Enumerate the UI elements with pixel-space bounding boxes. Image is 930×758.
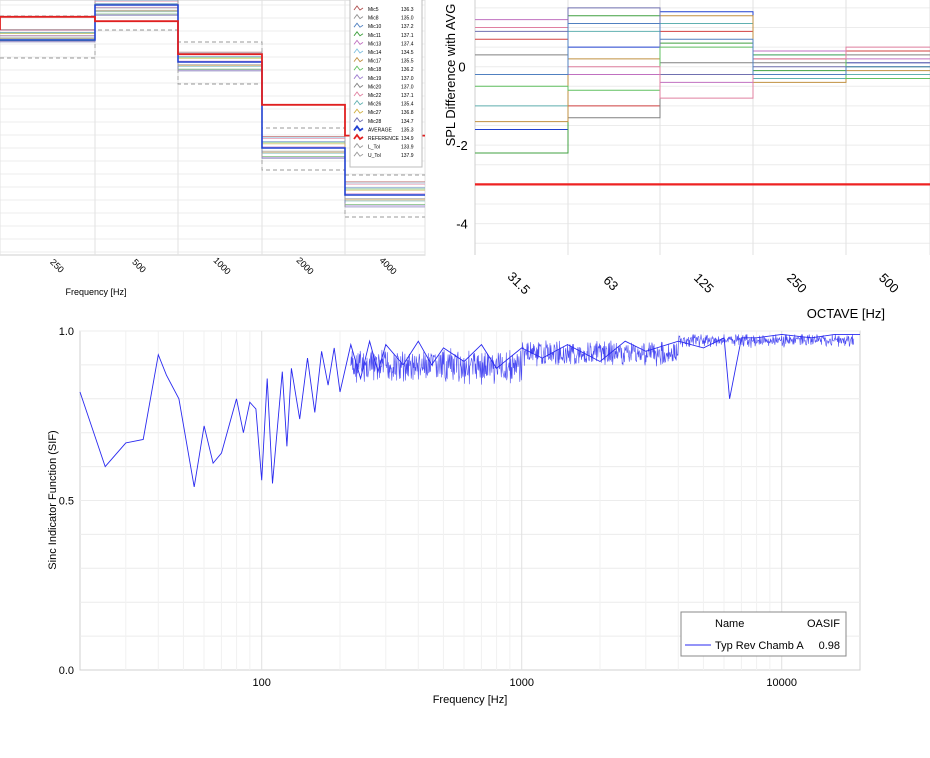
legend-label: Mic5: [368, 7, 379, 13]
y-tick-label: -4: [456, 217, 468, 232]
legend-value: 136.3: [401, 7, 414, 13]
legend-swatch: [353, 142, 364, 149]
legend-label: Mic20: [368, 84, 382, 90]
legend-swatch: [353, 133, 364, 141]
legend-value: 135.5: [401, 59, 414, 65]
legend-value: 136.2: [401, 67, 414, 73]
x-tick-label: 125: [691, 270, 717, 296]
legend-value: 0.98: [819, 640, 840, 652]
legend-value: 137.0: [401, 76, 414, 82]
x-tick-label: 500: [876, 270, 902, 296]
x-tick-label: 10000: [766, 677, 797, 689]
legend-swatch: [353, 56, 364, 63]
y-axis-title: SPL Difference with AVG: [443, 4, 458, 147]
legend-swatch: [353, 48, 364, 54]
legend-swatch: [353, 99, 364, 106]
legend-label: Mic28: [368, 119, 382, 125]
legend-swatch: [353, 65, 364, 71]
legend-label: Mic27: [368, 110, 382, 116]
legend-swatch: [353, 39, 364, 46]
legend-value: 137.4: [401, 41, 414, 47]
legend-swatch: [353, 124, 364, 132]
legend-value: 135.4: [401, 102, 414, 108]
y-axis-title: Sinc Indicator Function (SIF): [47, 430, 59, 569]
x-tick-label: 4000: [378, 255, 399, 276]
legend-header-value: OASIF: [807, 618, 840, 630]
legend-label: Mic17: [368, 59, 382, 65]
legend-value: 137.9: [401, 153, 414, 159]
legend-box: [680, 611, 847, 657]
legend-swatch: [353, 13, 364, 20]
legend-swatch: [353, 151, 364, 157]
legend-label: L_Tol: [368, 145, 380, 151]
legend-value: 134.5: [401, 50, 414, 56]
legend-value: 135.0: [401, 16, 414, 22]
tolerance-curve: [0, 29, 425, 218]
tolerance-curve: [0, 0, 425, 176]
legend-label: U_Tol: [368, 153, 381, 159]
legend-label: Typ Rev Chamb A: [715, 640, 804, 652]
x-axis-title: Frequency [Hz]: [65, 287, 126, 297]
x-tick-label: 31.5: [505, 269, 534, 298]
legend-swatch: [353, 31, 364, 37]
legend-value: 137.1: [401, 33, 414, 39]
legend-value: 135.3: [401, 127, 414, 133]
average-curve: [0, 4, 425, 196]
legend-box: [349, 0, 423, 168]
plot-area: [475, 0, 930, 255]
legend-swatch: [353, 108, 364, 114]
legend-value: 137.1: [401, 93, 414, 99]
legend-label: Mic10: [368, 24, 382, 30]
legend-label: Mic18: [368, 67, 382, 73]
x-tick-label: 500: [130, 257, 148, 275]
x-tick-label: 2000: [295, 255, 316, 276]
x-tick-label: 100: [253, 677, 271, 689]
legend-value: 136.8: [401, 110, 414, 116]
legend-label: Mic19: [368, 76, 382, 82]
legend-swatch: [353, 91, 364, 97]
y-tick-label: 1.0: [59, 326, 74, 338]
legend-value: 137.2: [401, 24, 414, 30]
legend-label: Mic26: [368, 102, 382, 108]
x-axis-title: OCTAVE [Hz]: [807, 306, 885, 321]
legend-swatch: [353, 74, 364, 80]
legend-label: Mic14: [368, 50, 382, 56]
x-axis-title: Frequency [Hz]: [433, 694, 508, 706]
y-tick-label: 0.5: [59, 496, 74, 508]
legend-value: 134.9: [401, 136, 414, 142]
legend-label: Mic22: [368, 93, 382, 99]
legend-label: Mic13: [368, 41, 382, 47]
sif-curve-detail: [350, 334, 855, 385]
legend-swatch: [353, 22, 364, 28]
legend-swatch: [353, 5, 364, 11]
difference-curve: [475, 23, 930, 76]
reference-curve: [0, 15, 425, 137]
x-tick-label: 250: [784, 270, 810, 296]
legend-value: 133.9: [401, 145, 414, 151]
legend-value: 137.0: [401, 84, 414, 90]
legend-label: REFERENCE: [368, 136, 400, 142]
x-tick-label: 63: [601, 273, 622, 294]
x-tick-label: 1000: [509, 677, 533, 689]
legend-value: 134.7: [401, 119, 414, 125]
legend-label: Mic8: [368, 16, 379, 22]
legend-swatch: [353, 117, 364, 123]
legend-swatch: [353, 82, 364, 89]
x-tick-label: 1000: [212, 255, 233, 276]
legend-label: AVERAGE: [368, 127, 392, 133]
y-tick-label: -2: [456, 138, 468, 153]
y-tick-label: 0: [458, 60, 465, 75]
sif-curve: [79, 333, 860, 487]
y-tick-label: 0.0: [59, 665, 74, 677]
legend-header-name: Name: [715, 618, 744, 630]
legend-label: Mic11: [368, 33, 381, 39]
x-tick-label: 250: [48, 257, 66, 275]
